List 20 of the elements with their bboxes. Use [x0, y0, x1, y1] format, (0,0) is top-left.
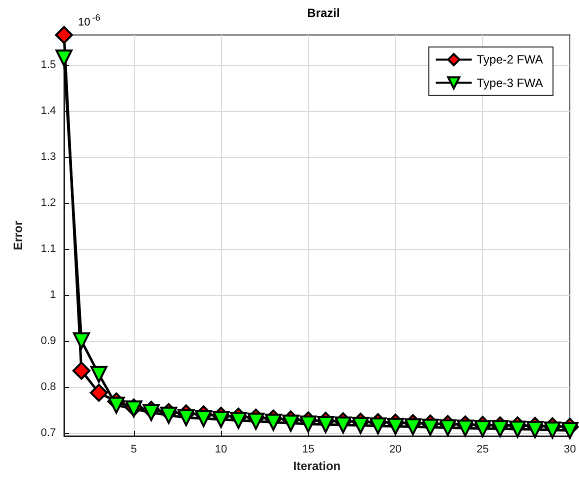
y-tick-label: 1.5 [40, 58, 56, 71]
y-tick-label: 1.3 [40, 150, 56, 163]
x-tick-label: 20 [389, 444, 402, 456]
y-tick-label: 1 [50, 288, 56, 301]
y-tick-label: 0.8 [40, 380, 56, 393]
x-axis-title: Iteration [293, 459, 341, 473]
y-tick-label: 1.2 [40, 196, 56, 209]
y-axis-title: Error [11, 220, 25, 250]
y-tick-label: 0.9 [40, 334, 56, 347]
y-tick-label: 1.4 [40, 104, 56, 117]
legend-label: Type-3 FWA [476, 76, 543, 90]
x-tick-label: 30 [564, 444, 576, 456]
legend-label: Type-2 FWA [476, 52, 543, 67]
x-tick-label: 15 [302, 444, 314, 456]
y-tick-label: 0.7 [40, 426, 56, 439]
x-tick-label: 5 [130, 444, 137, 456]
y-tick-label: 1.1 [40, 242, 56, 255]
x-tick-label: 10 [214, 444, 228, 456]
x-tick-label: 25 [476, 444, 489, 456]
chart-title: Brazil [307, 6, 340, 20]
